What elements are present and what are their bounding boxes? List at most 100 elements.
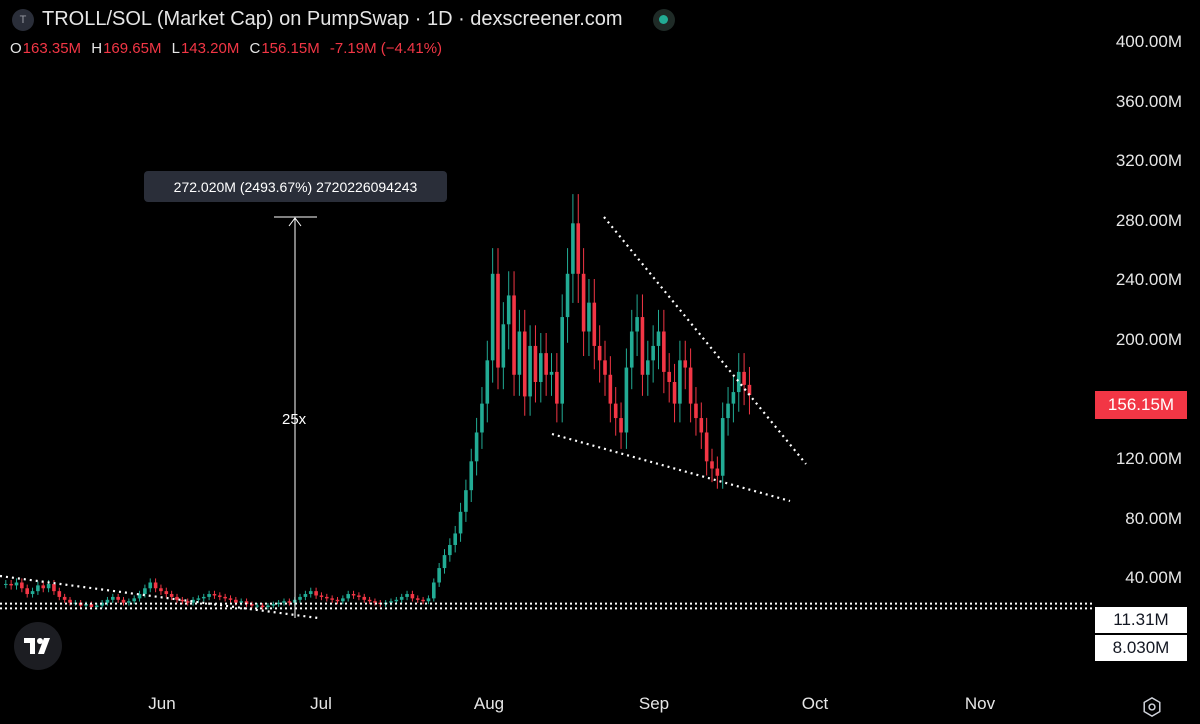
candle-body (57, 591, 62, 597)
candle-body (485, 360, 490, 404)
candle-body (234, 599, 238, 603)
candle-body (4, 583, 8, 585)
close-key: C (249, 40, 261, 57)
candle-body (432, 582, 436, 599)
candle-body (127, 601, 131, 603)
candle-body (517, 331, 522, 375)
candle-body (287, 601, 292, 603)
candle-body (132, 598, 136, 602)
candle-body (159, 588, 163, 592)
candle-body (651, 345, 655, 361)
candle-body (111, 596, 115, 600)
candle-body (399, 596, 404, 600)
candle-body (100, 602, 104, 606)
candle-body (678, 360, 682, 404)
low-value: 143.20M (180, 40, 240, 57)
candle-body (218, 595, 222, 597)
symbol-legend[interactable]: T TROLL/SOL (Market Cap) on PumpSwap · 1… (12, 8, 675, 31)
candle-body (480, 403, 484, 433)
candle-body (747, 384, 752, 395)
high-value: 169.65M (103, 40, 162, 57)
candle-body (501, 324, 506, 368)
horizontal-line-tag[interactable]: 8.030M (1095, 635, 1187, 661)
candle-body (94, 605, 99, 608)
candle-body (490, 273, 495, 361)
candle-body (255, 605, 260, 607)
price-axis-label: 320.00M (1115, 151, 1182, 170)
candle-body (201, 596, 206, 599)
candle-body (325, 596, 329, 599)
candle-body (667, 371, 671, 382)
candle-body (571, 223, 575, 274)
candle-body (704, 432, 709, 462)
candle-body (533, 345, 538, 382)
candle-body (437, 568, 441, 583)
candle-body (298, 596, 302, 600)
ohlc-values: O163.35M H169.65M L143.20M C156.15M -7.1… (10, 40, 442, 57)
candle-body (603, 360, 607, 375)
candle-body (464, 490, 468, 512)
candle-body (688, 367, 693, 404)
candle-body (196, 598, 201, 600)
candle-body (89, 604, 94, 608)
candle-body (624, 367, 629, 433)
close-value: 156.15M (261, 40, 320, 57)
candle-body (346, 594, 350, 599)
candle-body (276, 602, 281, 605)
candle-body (394, 599, 399, 602)
candle-body (474, 432, 479, 462)
candle-body (303, 594, 308, 597)
tradingview-logo-icon[interactable] (14, 622, 62, 670)
candle-body (14, 582, 19, 586)
measure-tooltip: 272.020M (2493.67%) 2720226094243 (144, 171, 447, 202)
high-key: H (91, 40, 103, 57)
candle-body (522, 331, 527, 397)
gear-icon[interactable] (1141, 696, 1163, 718)
change-value: -7.19M (−4.41%) (329, 40, 443, 57)
candle-body (191, 599, 195, 603)
candle-body (169, 594, 174, 597)
candle-body (592, 302, 597, 346)
candle-body (619, 418, 623, 433)
candle-body (116, 596, 120, 600)
candle-body (68, 599, 72, 603)
candle-body (635, 317, 639, 332)
price-axis-label: 40.00M (1125, 568, 1182, 587)
candle-body (319, 595, 324, 597)
horizontal-line-tag[interactable]: 11.31M (1095, 607, 1187, 633)
candle-body (62, 596, 67, 600)
candle-body (426, 598, 431, 602)
candle-body (656, 331, 661, 346)
candle-body (121, 599, 126, 603)
candle-body (587, 302, 591, 332)
price-axis-label: 280.00M (1115, 211, 1182, 230)
price-axis-label: 80.00M (1125, 509, 1182, 528)
candle-body (544, 353, 548, 375)
candle-body (223, 596, 227, 599)
candle-body (410, 594, 415, 599)
candle-body (357, 595, 361, 597)
market-status-icon[interactable] (652, 8, 675, 31)
time-axis-label: Jul (310, 694, 332, 713)
candle-body (699, 418, 704, 433)
candle-body (608, 374, 613, 404)
candle-body (528, 345, 532, 397)
price-axis-label: 200.00M (1115, 330, 1182, 349)
last-price-tag: 156.15M (1095, 391, 1187, 419)
candle-body (30, 591, 35, 595)
candle-body (710, 461, 714, 469)
candle-body (662, 331, 666, 372)
candle-body (581, 273, 586, 332)
low-key: L (171, 40, 180, 57)
candle-body (52, 583, 56, 592)
candle-body (597, 345, 602, 361)
candle-body (576, 223, 581, 274)
candle-body (143, 588, 147, 595)
candle-body (389, 601, 393, 603)
candle-body (207, 594, 211, 597)
candle-body (458, 511, 463, 534)
candle-body (308, 591, 313, 595)
candle-body (84, 604, 88, 606)
